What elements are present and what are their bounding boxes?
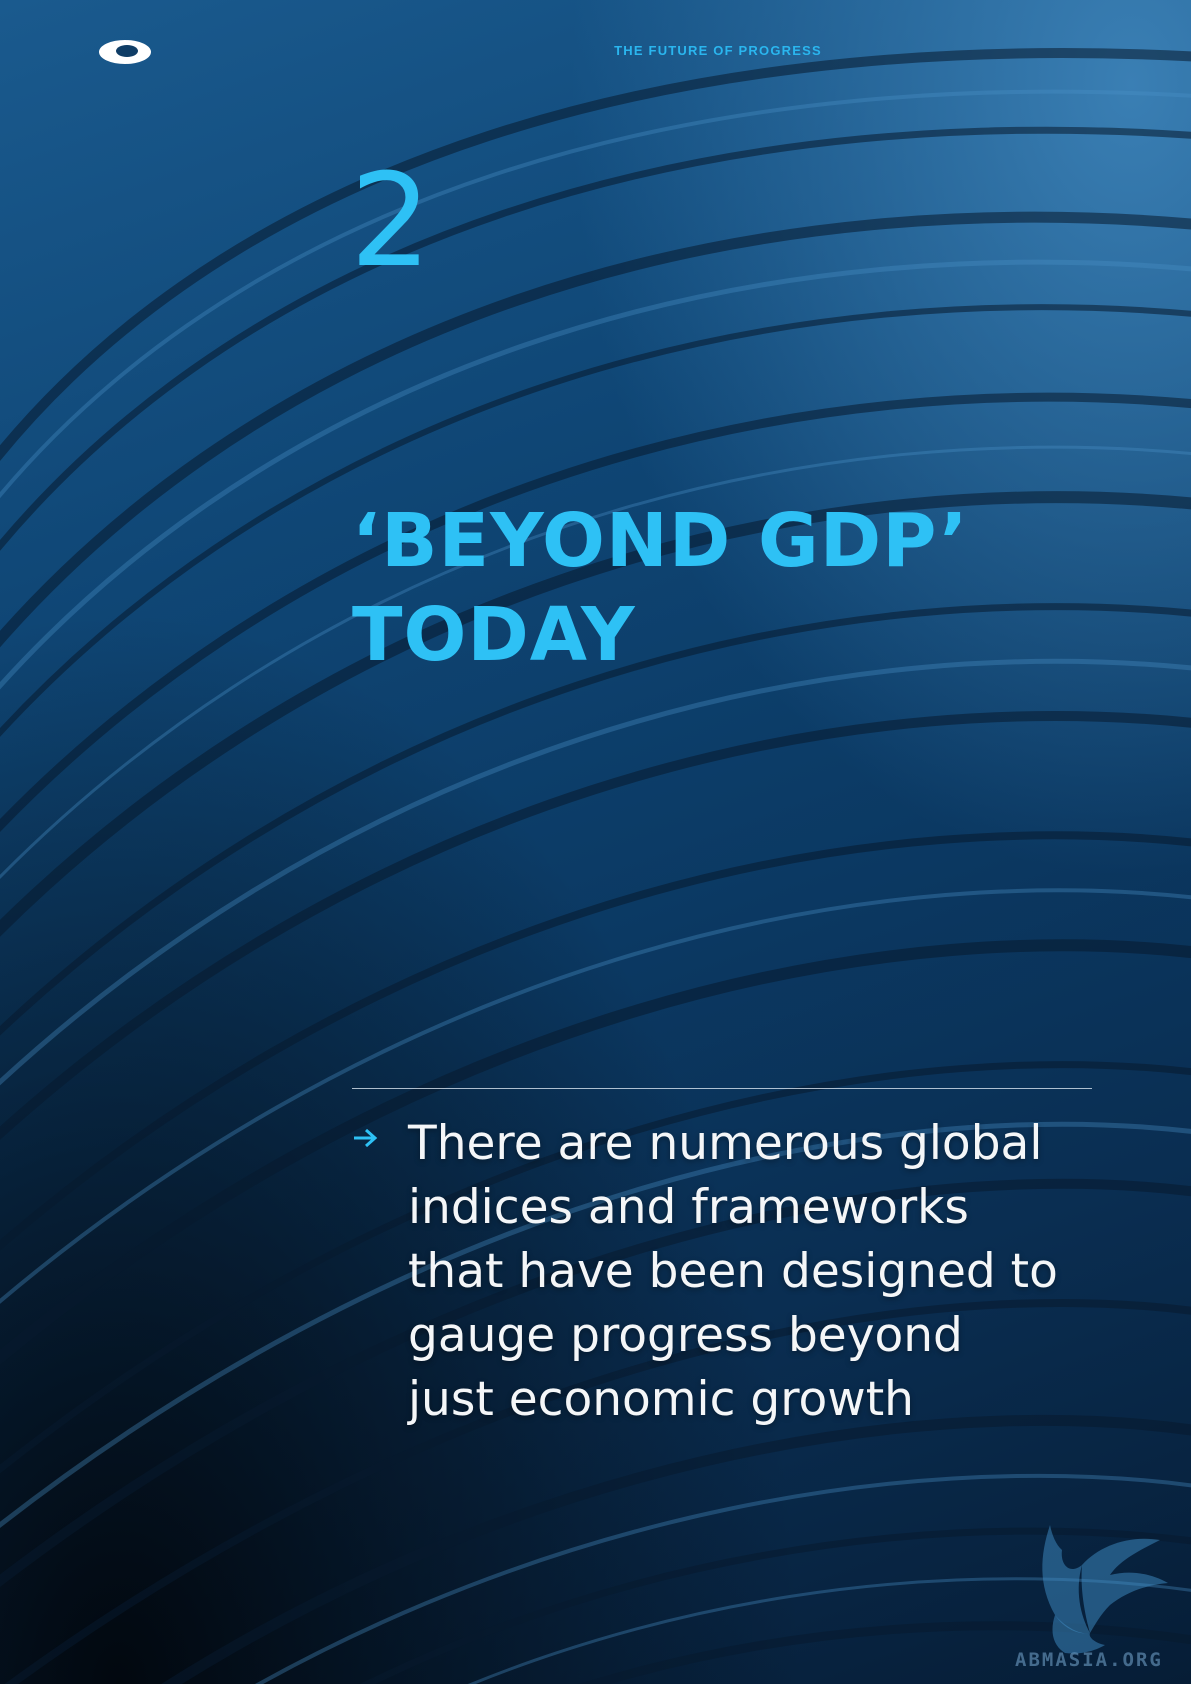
- griffin-watermark-icon: [1042, 1525, 1168, 1654]
- section-divider: [352, 1088, 1092, 1089]
- watermark-text: ABMASIA.ORG: [1015, 1649, 1163, 1671]
- summary-statement: There are numerous global indices and fr…: [408, 1116, 1058, 1427]
- chapter-number: 2: [350, 147, 432, 296]
- arrow-right-icon: [354, 1128, 378, 1148]
- eye-logo-icon: [99, 40, 151, 64]
- running-header-title: THE FUTURE OF PROGRESS: [614, 43, 822, 58]
- chapter-title-line-1: ‘BEYOND GDP’: [352, 498, 969, 584]
- chapter-title: ‘BEYOND GDP’ TODAY: [352, 494, 1072, 682]
- chapter-title-line-2: TODAY: [352, 592, 636, 678]
